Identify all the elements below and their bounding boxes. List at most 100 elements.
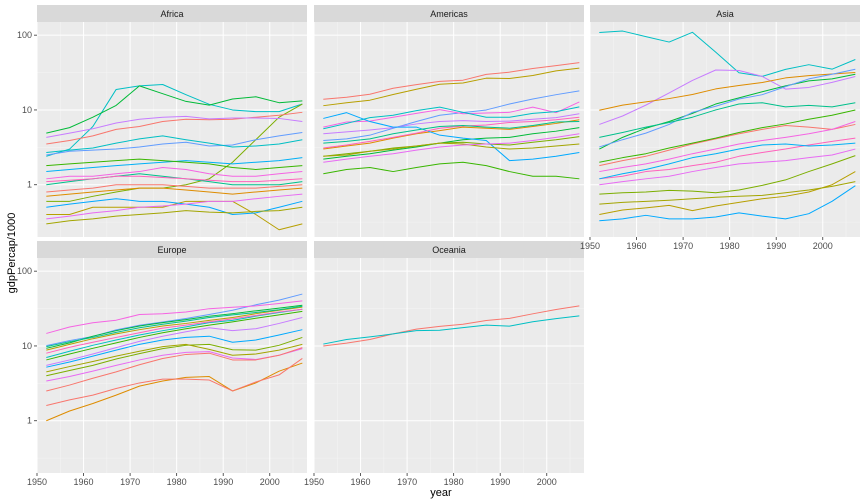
series-line <box>323 315 580 345</box>
facet-strip <box>314 5 584 22</box>
x-tick-label: 1980 <box>167 477 187 487</box>
series-line <box>46 300 303 334</box>
series-line <box>46 329 303 368</box>
series-line <box>323 106 580 130</box>
series-line <box>46 308 303 359</box>
series-line <box>46 167 303 180</box>
x-tick-label: 1970 <box>120 477 140 487</box>
y-tick-label: 10 <box>22 341 32 351</box>
series-line <box>323 142 580 157</box>
facet-strip <box>37 5 307 22</box>
series-line <box>599 69 856 125</box>
series-line <box>599 137 856 180</box>
series-line <box>46 175 303 183</box>
x-tick-label: 1980 <box>720 241 740 251</box>
series-line <box>323 112 580 162</box>
y-tick-label: 1 <box>27 180 32 190</box>
series-line <box>323 116 580 149</box>
facet-strip <box>37 241 307 258</box>
series-line <box>46 305 303 348</box>
series-line <box>46 304 303 349</box>
facet-strip-label: Americas <box>430 9 468 19</box>
series-line <box>46 184 303 193</box>
y-tick-label: 1 <box>27 416 32 426</box>
y-tick-label: 10 <box>22 105 32 115</box>
series-line <box>599 121 856 173</box>
x-axis: 1950 1960 1970 1980 1990 2000 1950 1960 1970 1980… <box>27 237 833 487</box>
x-tick-label: 1970 <box>397 477 417 487</box>
series-line <box>599 71 856 111</box>
series-line <box>46 308 303 354</box>
x-tick-label: 1960 <box>74 477 94 487</box>
series-line <box>46 83 303 157</box>
series-line <box>599 109 856 163</box>
x-axis-title: year <box>430 487 452 499</box>
y-axis: 1 10 100 1 10 100 <box>17 30 37 426</box>
series-line <box>599 185 856 222</box>
series-line <box>323 133 580 163</box>
x-tick-label: 2000 <box>537 477 557 487</box>
series-line <box>46 187 303 197</box>
series-line <box>46 158 303 170</box>
series-line <box>323 67 580 107</box>
series-line <box>46 317 303 366</box>
series-line <box>323 305 580 347</box>
x-tick-label: 1960 <box>627 241 647 251</box>
series-line <box>323 90 580 142</box>
plot-panel <box>37 22 307 237</box>
series-line <box>46 198 303 215</box>
series-line <box>46 358 303 406</box>
series-line <box>323 101 580 128</box>
x-tick-label: 1960 <box>351 477 371 487</box>
series-line <box>599 102 856 138</box>
series-line <box>323 119 580 150</box>
series-line <box>46 347 303 392</box>
series-line <box>323 62 580 100</box>
x-tick-label: 2000 <box>813 241 833 251</box>
facet-panel-europe: Europe <box>36 241 307 473</box>
facet-panel-africa: Africa <box>36 5 307 237</box>
x-tick-label: 2000 <box>260 477 280 487</box>
x-tick-label: 1950 <box>304 477 324 487</box>
facet-panel-americas: Americas <box>313 5 584 237</box>
y-tick-label: 100 <box>17 30 32 40</box>
series-line <box>323 121 580 144</box>
series-line <box>46 310 303 361</box>
facet-panel-asia: Asia <box>589 5 860 237</box>
plot-panel <box>314 258 584 473</box>
series-line <box>599 73 856 150</box>
series-line <box>599 148 856 186</box>
series-line <box>599 142 856 180</box>
series-line <box>323 127 580 160</box>
series-line <box>46 135 303 153</box>
series-line <box>46 193 303 220</box>
series-line <box>46 343 303 373</box>
series-line <box>323 113 580 135</box>
facet-strip <box>590 5 860 22</box>
x-tick-label: 1950 <box>27 477 47 487</box>
series-line <box>323 161 580 180</box>
x-tick-label: 1990 <box>490 477 510 487</box>
x-tick-label: 1970 <box>673 241 693 251</box>
series-line <box>599 68 856 148</box>
series-line <box>46 85 303 134</box>
plot-panel <box>37 258 307 473</box>
facet-panel-oceania: Oceania <box>313 241 584 473</box>
series-line <box>46 306 303 351</box>
series-line <box>599 123 856 167</box>
series-line <box>46 111 303 145</box>
facet-panels: Africa Americas Asia Europe Oceania <box>36 5 860 473</box>
facet-strip-label: Africa <box>160 9 183 19</box>
series-line <box>599 171 856 215</box>
series-line <box>599 181 856 205</box>
x-tick-label: 1990 <box>766 241 786 251</box>
series-line <box>46 206 303 225</box>
series-line <box>46 336 303 377</box>
x-tick-label: 1950 <box>580 241 600 251</box>
facet-strip-label: Oceania <box>432 245 466 255</box>
y-tick-label: 100 <box>17 266 32 276</box>
facet-strip-label: Europe <box>157 245 186 255</box>
series-line <box>46 200 303 231</box>
series-line <box>599 155 856 195</box>
